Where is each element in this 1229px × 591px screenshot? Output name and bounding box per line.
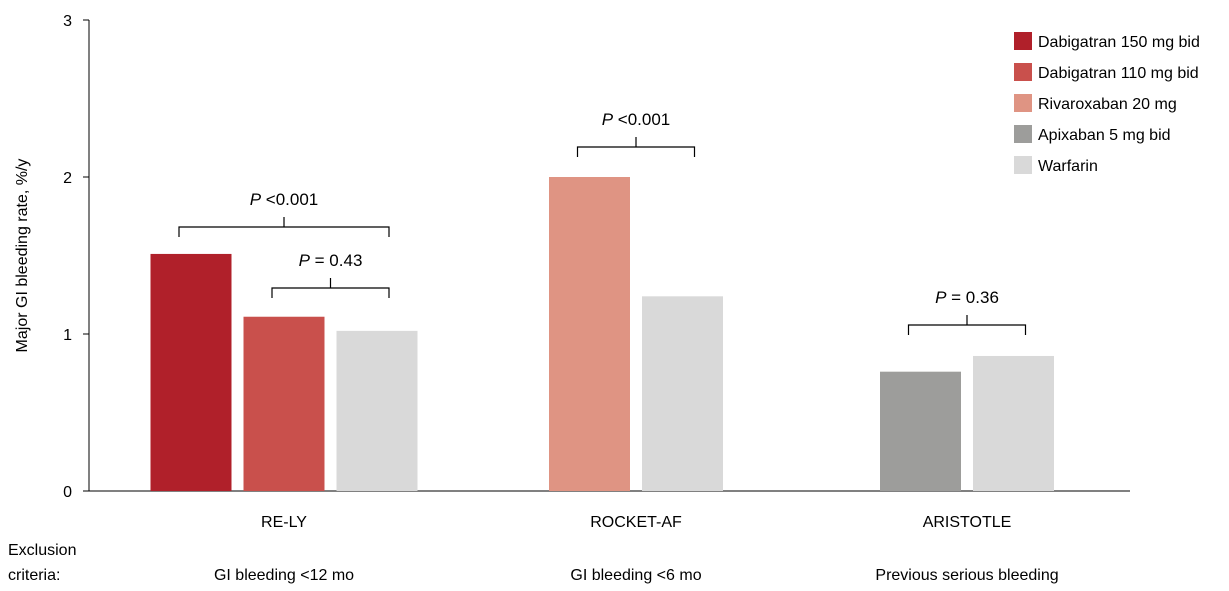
y-tick-label: 1 (63, 327, 72, 344)
group-label: ROCKET-AF (590, 514, 682, 531)
significance-bracket (576, 137, 696, 157)
p-value-text: <0.001 (613, 110, 670, 129)
exclusion-criterion: Previous serious bleeding (875, 567, 1058, 584)
p-value-text: = 0.43 (310, 251, 362, 270)
p-value-label: P = 0.43 (299, 251, 363, 270)
legend-label: Warfarin (1038, 158, 1098, 175)
p-symbol: P (299, 251, 311, 270)
p-symbol: P (250, 190, 262, 209)
exclusion-title-line1: Exclusion (8, 542, 76, 559)
p-value-label: P <0.001 (602, 110, 671, 129)
p-value-text: <0.001 (261, 190, 318, 209)
legend-swatch (1014, 156, 1032, 174)
bar-re-ly-1 (243, 316, 325, 491)
group-label: ARISTOTLE (923, 514, 1012, 531)
exclusion-criteria: GI bleeding <12 mo GI bleeding <6 mo Previ… (214, 567, 1059, 584)
y-tick-label: 2 (63, 170, 72, 187)
group-labels: RE-LY ROCKET-AF ARISTOTLE (261, 514, 1011, 531)
significance-bracket (178, 217, 390, 237)
y-axis-label: Major GI bleeding rate, %/y (14, 159, 31, 353)
y-ticks: 0 1 2 3 (63, 13, 89, 501)
p-symbol: P (602, 110, 614, 129)
legend-label: Apixaban 5 mg bid (1038, 127, 1171, 144)
significance-bracket (907, 315, 1027, 335)
p-symbol: P (935, 288, 947, 307)
exclusion-title-line2: criteria: (8, 567, 60, 584)
legend-swatch (1014, 125, 1032, 143)
significance-bracket (271, 278, 390, 298)
legend-swatch (1014, 63, 1032, 81)
bar-aristotle-0 (880, 371, 961, 491)
bar-re-ly-0 (150, 253, 232, 491)
y-tick-label: 0 (63, 484, 72, 501)
p-value-label: P = 0.36 (935, 288, 999, 307)
bar-aristotle-1 (973, 355, 1054, 491)
group-label: RE-LY (261, 514, 307, 531)
legend: Dabigatran 150 mg bid Dabigatran 110 mg b… (1014, 32, 1200, 175)
exclusion-criterion: GI bleeding <12 mo (214, 567, 354, 584)
exclusion-criterion: GI bleeding <6 mo (570, 567, 701, 584)
bar-rocket-af-0 (549, 177, 630, 491)
bars (150, 177, 1054, 491)
p-value-label: P <0.001 (250, 190, 319, 209)
legend-swatch (1014, 94, 1032, 112)
bar-re-ly-2 (336, 330, 418, 491)
exclusion-criteria-title: Exclusion criteria: (8, 542, 76, 584)
legend-label: Dabigatran 110 mg bid (1038, 65, 1199, 82)
y-axis: 0 1 2 3 Major GI bleeding rate, %/y (14, 13, 90, 501)
bar-rocket-af-1 (642, 296, 723, 491)
legend-label: Dabigatran 150 mg bid (1038, 34, 1200, 51)
legend-label: Rivaroxaban 20 mg (1038, 96, 1177, 113)
legend-swatch (1014, 32, 1032, 50)
y-tick-label: 3 (63, 13, 72, 30)
p-value-text: = 0.36 (946, 288, 998, 307)
